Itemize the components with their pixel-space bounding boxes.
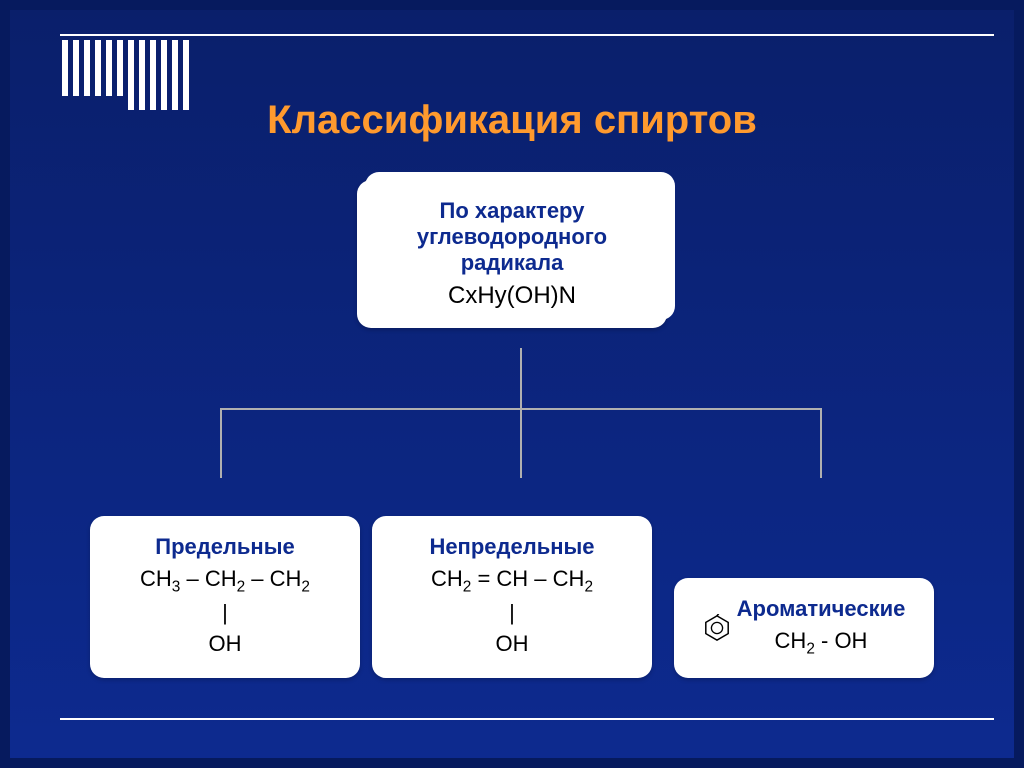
diagram: По характеру углеводородного радикала Cx… xyxy=(90,180,934,678)
left-formula: CH3 – CH2 – CH2|OH xyxy=(110,564,340,660)
node-root: По характеру углеводородного радикала Cx… xyxy=(357,180,667,328)
root-formula: CxHy(OH)N xyxy=(377,282,647,310)
decor-bar xyxy=(84,40,90,96)
root-line3: радикала xyxy=(377,250,647,276)
decor-bar xyxy=(117,40,123,96)
connector-v-mid xyxy=(520,408,522,478)
slide-title: Классификация спиртов xyxy=(10,98,1014,143)
decor-bar xyxy=(73,40,79,96)
mid-label: Непредельные xyxy=(392,534,632,560)
node-right: Ароматические CH2 - OH xyxy=(674,578,934,678)
connector-v-top xyxy=(520,348,522,408)
rule-bottom xyxy=(60,718,994,720)
connector-v-left xyxy=(220,408,222,478)
decor-bar xyxy=(106,40,112,96)
node-left: Предельные CH3 – CH2 – CH2|OH xyxy=(90,516,360,678)
mid-formula: CH2 = CH – CH2|OH xyxy=(392,564,632,660)
slide-inner: Классификация спиртов По характеру углев… xyxy=(10,10,1014,758)
rule-top xyxy=(60,34,994,36)
root-line2: углеводородного xyxy=(377,224,647,250)
node-mid: Непредельные CH2 = CH – CH2|OH xyxy=(372,516,652,678)
left-label: Предельные xyxy=(110,534,340,560)
root-line1: По характеру xyxy=(377,198,647,224)
slide: Классификация спиртов По характеру углев… xyxy=(0,0,1024,768)
decor-bar xyxy=(95,40,101,96)
decor-bar xyxy=(62,40,68,96)
connector-v-right xyxy=(820,408,822,478)
right-label: Ароматические xyxy=(737,596,906,622)
right-formula: CH2 - OH xyxy=(775,626,868,660)
benzene-icon xyxy=(703,614,731,642)
